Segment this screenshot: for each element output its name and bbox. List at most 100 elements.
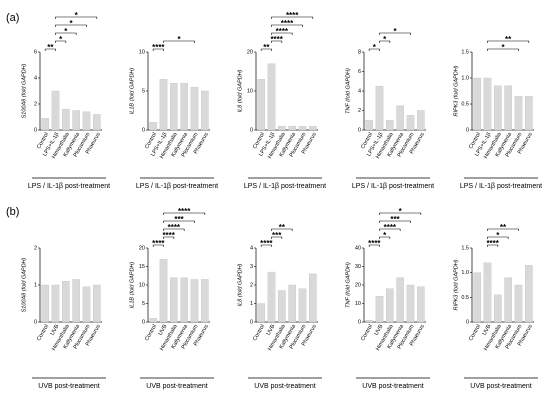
y-tick-label: 1.0 — [461, 270, 469, 276]
y-tick-label: 3 — [250, 264, 253, 270]
caption: LPS / IL-1β post-treatment — [28, 183, 110, 190]
significance-label: **** — [168, 223, 181, 232]
y-axis-label: IL1B (fold GAPDH) — [129, 262, 135, 309]
significance-bracket — [379, 212, 422, 215]
bar — [257, 303, 265, 323]
significance-bracket — [163, 40, 195, 43]
caption: LPS / IL-1β post-treatment — [460, 183, 542, 190]
bar — [51, 284, 60, 323]
bar — [309, 273, 317, 323]
significance-bracket — [271, 40, 283, 43]
bar — [82, 286, 91, 323]
bar — [51, 90, 60, 131]
bar — [278, 290, 286, 323]
significance-label: * — [496, 231, 500, 240]
y-axis-label: S100A8 (fold GAPDH) — [21, 257, 27, 312]
bar — [525, 96, 533, 131]
significance-bracket — [487, 244, 499, 247]
significance-label: * — [501, 43, 505, 52]
bar — [417, 286, 425, 323]
y-axis-label: IL8 (fold GAPDH) — [237, 69, 243, 112]
y-tick-label: 2 — [34, 101, 37, 107]
y-axis-label: S100A8 (fold GAPDH) — [21, 63, 27, 118]
significance-bracket — [55, 16, 98, 19]
significance-label: *** — [390, 215, 400, 224]
x-tick-label: UVB — [482, 323, 493, 336]
significance-label: **** — [162, 231, 175, 240]
y-tick-label: 1.0 — [461, 75, 469, 81]
caption: LPS / IL-1β post-treatment — [136, 183, 218, 190]
caption: UVB post-treatment — [470, 383, 532, 390]
significance-label: ** — [47, 43, 54, 52]
x-tick-label: Control — [36, 324, 50, 342]
bar — [170, 83, 178, 131]
significance-bracket — [379, 32, 411, 35]
bar — [298, 288, 307, 323]
bar — [190, 279, 199, 323]
bar — [494, 85, 502, 131]
bar — [149, 318, 157, 323]
y-tick-label: 0 — [34, 319, 37, 325]
bar — [406, 115, 415, 131]
significance-label: **** — [260, 239, 273, 248]
x-tick-label: UVB — [158, 323, 169, 336]
y-axis-label: TNF (fold GAPDH) — [345, 262, 351, 308]
bar — [180, 277, 188, 323]
significance-bracket — [163, 236, 175, 239]
x-tick-label: UVB — [266, 323, 277, 336]
y-tick-label: 6 — [358, 69, 361, 75]
significance-bracket — [152, 48, 164, 51]
significance-bracket — [271, 236, 283, 239]
y-tick-label: 0 — [358, 319, 361, 325]
bar — [267, 271, 276, 323]
bar — [396, 105, 404, 131]
bar — [386, 120, 394, 131]
significance-label: **** — [286, 11, 299, 20]
y-tick-label: 15 — [139, 264, 145, 270]
significance-bracket — [487, 48, 519, 51]
significance-label: **** — [281, 19, 294, 28]
significance-bracket — [260, 244, 272, 247]
y-axis-label: RIPK3 (fold GAPDH) — [453, 65, 459, 116]
significance-label: ** — [500, 223, 507, 232]
x-tick-label: Control — [360, 324, 374, 342]
bar — [504, 277, 512, 323]
bar — [62, 109, 70, 131]
significance-label: ** — [505, 35, 512, 44]
bar — [82, 111, 91, 131]
significance-bracket — [487, 228, 519, 231]
significance-bracket — [44, 48, 56, 51]
significance-label: ** — [263, 43, 270, 52]
significance-bracket — [487, 40, 530, 43]
y-tick-label: 4 — [250, 245, 253, 251]
bar — [288, 284, 296, 323]
bar — [298, 125, 307, 131]
y-tick-label: 0 — [142, 319, 145, 325]
significance-label: * — [177, 35, 181, 44]
significance-label: **** — [152, 239, 165, 248]
y-tick-label: 0 — [358, 127, 361, 133]
bar — [62, 281, 70, 323]
y-tick-label: 2 — [358, 108, 361, 114]
panel-label: (b) — [6, 206, 19, 218]
y-tick-label: 30 — [355, 264, 361, 270]
bar — [494, 294, 502, 323]
y-tick-label: 4 — [34, 75, 37, 81]
significance-label: *** — [272, 231, 282, 240]
y-tick-label: 1 — [250, 301, 253, 307]
y-tick-label: 0 — [34, 127, 37, 133]
significance-bracket — [163, 228, 185, 231]
bar — [93, 114, 101, 131]
y-tick-label: 8 — [358, 49, 361, 55]
bar — [514, 96, 523, 131]
x-tick-label: UVB — [50, 323, 61, 336]
significance-label: * — [64, 27, 68, 36]
significance-bracket — [368, 48, 380, 51]
significance-bracket — [379, 40, 391, 43]
y-tick-label: 1.5 — [461, 245, 469, 251]
y-axis-label: RIPK3 (fold GAPDH) — [453, 259, 459, 310]
y-tick-label: 10 — [139, 49, 145, 55]
bar — [201, 90, 209, 131]
significance-label: * — [373, 43, 377, 52]
